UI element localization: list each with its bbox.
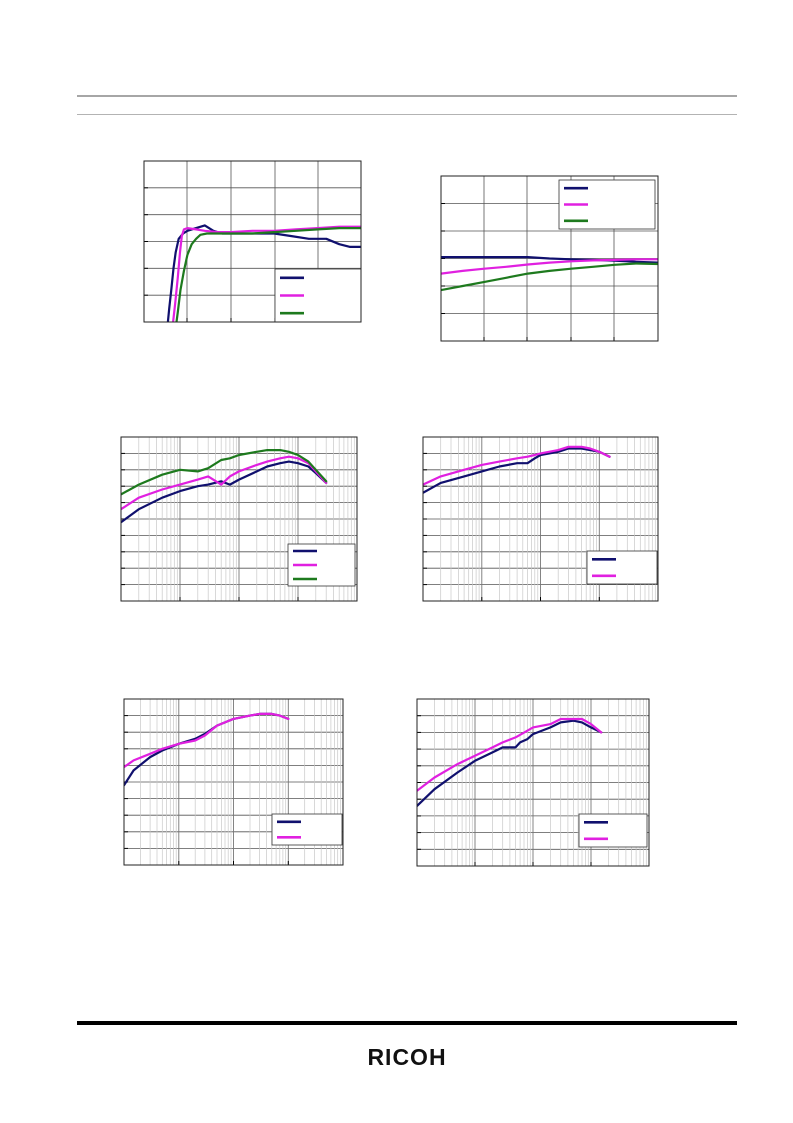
- footer-rule: [77, 1021, 737, 1025]
- legend: [586, 550, 658, 585]
- series-line-1: [441, 255, 658, 264]
- chart-efficiency-c: [123, 698, 344, 866]
- legend-box: [586, 550, 658, 585]
- chart-efficiency-d: [416, 698, 650, 867]
- series-line-3: [121, 449, 328, 496]
- plot-frame: [416, 698, 650, 867]
- plot-frame: [123, 698, 344, 866]
- series-line-2: [172, 225, 361, 322]
- legend: [578, 813, 648, 848]
- series-group: [417, 717, 603, 808]
- plot-frame: [440, 175, 659, 342]
- series-group: [121, 449, 328, 524]
- legend: [558, 179, 656, 230]
- series-group: [166, 224, 361, 322]
- plot-frame: [120, 436, 358, 602]
- header-rule: [77, 95, 737, 97]
- ricoh-logo: RICOH: [367, 1044, 447, 1070]
- chart-output-voltage-vs-temp: [440, 175, 659, 342]
- header-subrule: [77, 114, 737, 115]
- plot-frame: [143, 160, 362, 323]
- series-line-1: [417, 719, 603, 808]
- chart-efficiency-a: [120, 436, 358, 602]
- plot-frame: [422, 436, 659, 602]
- series-group: [441, 255, 658, 292]
- series-group: [423, 445, 611, 494]
- chart-efficiency-b: [422, 436, 659, 602]
- series-line-3: [175, 226, 361, 322]
- series-line-3: [441, 262, 658, 292]
- series-line-2: [441, 258, 658, 275]
- legend: [287, 543, 356, 587]
- series-group: [124, 712, 290, 787]
- chart-output-voltage-vs-input: [143, 160, 362, 323]
- series-line-2: [417, 717, 603, 792]
- series-line-2: [124, 712, 290, 769]
- series-line-2: [121, 455, 328, 511]
- series-line-1: [124, 712, 290, 787]
- legend-box: [578, 813, 648, 848]
- legend: [271, 813, 343, 846]
- series-line-2: [423, 445, 611, 486]
- series-line-1: [121, 460, 328, 524]
- series-line-1: [423, 447, 611, 494]
- legend-box: [271, 813, 343, 846]
- legend: [274, 268, 362, 323]
